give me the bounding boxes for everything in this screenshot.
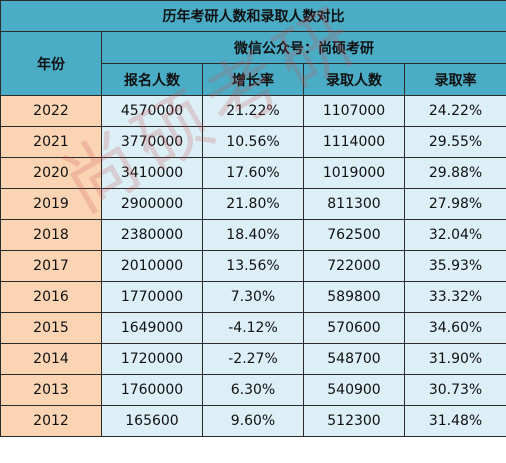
table-row: 2021 3770000 10.56% 1114000 29.55%: [0, 126, 506, 158]
year-cell: 2014: [0, 343, 102, 375]
rate-cell: 35.93%: [403, 250, 506, 282]
source-label: 微信公众号：尚硕考研: [100, 31, 506, 64]
table-row: 2013 1760000 6.30% 540900 30.73%: [0, 374, 506, 406]
year-cell: 2017: [0, 250, 102, 282]
applicants-cell: 2010000: [101, 250, 203, 282]
applicants-cell: 2900000: [101, 188, 203, 220]
column-header-growth: 增长率: [202, 63, 304, 96]
rate-cell: 32.04%: [403, 219, 506, 251]
rate-cell: 31.90%: [403, 343, 506, 375]
admitted-cell: 512300: [303, 405, 405, 437]
rate-cell: 30.73%: [403, 374, 506, 406]
growth-cell: 21.80%: [202, 188, 304, 220]
admission-table: 历年考研人数和录取人数对比 年份 微信公众号：尚硕考研 报名人数 增长率 录取人…: [0, 0, 506, 437]
year-cell: 2013: [0, 374, 102, 406]
table-title: 历年考研人数和录取人数对比: [0, 0, 506, 32]
applicants-cell: 1770000: [101, 281, 203, 313]
column-header-admitted: 录取人数: [303, 63, 405, 96]
admitted-cell: 762500: [303, 219, 405, 251]
growth-cell: -2.27%: [202, 343, 304, 375]
applicants-cell: 165600: [101, 405, 203, 437]
column-header-rate: 录取率: [403, 63, 506, 96]
admitted-cell: 548700: [303, 343, 405, 375]
growth-cell: 7.30%: [202, 281, 304, 313]
growth-cell: 18.40%: [202, 219, 304, 251]
applicants-cell: 1649000: [101, 312, 203, 344]
table-row: 2019 2900000 21.80% 811300 27.98%: [0, 188, 506, 220]
year-cell: 2018: [0, 219, 102, 251]
applicants-cell: 1760000: [101, 374, 203, 406]
rate-cell: 29.55%: [403, 126, 506, 158]
growth-cell: 9.60%: [202, 405, 304, 437]
table-row: 2022 4570000 21.22% 1107000 24.22%: [0, 95, 506, 127]
growth-cell: 17.60%: [202, 157, 304, 189]
table-row: 2016 1770000 7.30% 589800 33.32%: [0, 281, 506, 313]
admitted-cell: 1114000: [303, 126, 405, 158]
table-row: 2018 2380000 18.40% 762500 32.04%: [0, 219, 506, 251]
rate-cell: 27.98%: [403, 188, 506, 220]
table-row: 2017 2010000 13.56% 722000 35.93%: [0, 250, 506, 282]
rate-cell: 31.48%: [403, 405, 506, 437]
admitted-cell: 1107000: [303, 95, 405, 127]
table-row: 2020 3410000 17.60% 1019000 29.88%: [0, 157, 506, 189]
applicants-cell: 4570000: [101, 95, 203, 127]
admitted-cell: 570600: [303, 312, 405, 344]
rate-cell: 29.88%: [403, 157, 506, 189]
admitted-cell: 722000: [303, 250, 405, 282]
year-cell: 2020: [0, 157, 102, 189]
growth-cell: 6.30%: [202, 374, 304, 406]
rate-cell: 34.60%: [403, 312, 506, 344]
table-row: 2014 1720000 -2.27% 548700 31.90%: [0, 343, 506, 375]
growth-cell: -4.12%: [202, 312, 304, 344]
year-cell: 2012: [0, 405, 102, 437]
year-cell: 2019: [0, 188, 102, 220]
table-row: 2012 165600 9.60% 512300 31.48%: [0, 405, 506, 437]
year-cell: 2015: [0, 312, 102, 344]
rate-cell: 33.32%: [403, 281, 506, 313]
table-row: 2015 1649000 -4.12% 570600 34.60%: [0, 312, 506, 344]
column-header-applicants: 报名人数: [101, 63, 203, 96]
admitted-cell: 1019000: [303, 157, 405, 189]
rate-cell: 24.22%: [403, 95, 506, 127]
applicants-cell: 1720000: [101, 343, 203, 375]
admitted-cell: 811300: [303, 188, 405, 220]
year-cell: 2022: [0, 95, 102, 127]
growth-cell: 21.22%: [202, 95, 304, 127]
admitted-cell: 540900: [303, 374, 405, 406]
applicants-cell: 3770000: [101, 126, 203, 158]
applicants-cell: 2380000: [101, 219, 203, 251]
year-column-header: 年份: [0, 31, 102, 96]
year-cell: 2021: [0, 126, 102, 158]
growth-cell: 13.56%: [202, 250, 304, 282]
applicants-cell: 3410000: [101, 157, 203, 189]
admitted-cell: 589800: [303, 281, 405, 313]
growth-cell: 10.56%: [202, 126, 304, 158]
year-cell: 2016: [0, 281, 102, 313]
